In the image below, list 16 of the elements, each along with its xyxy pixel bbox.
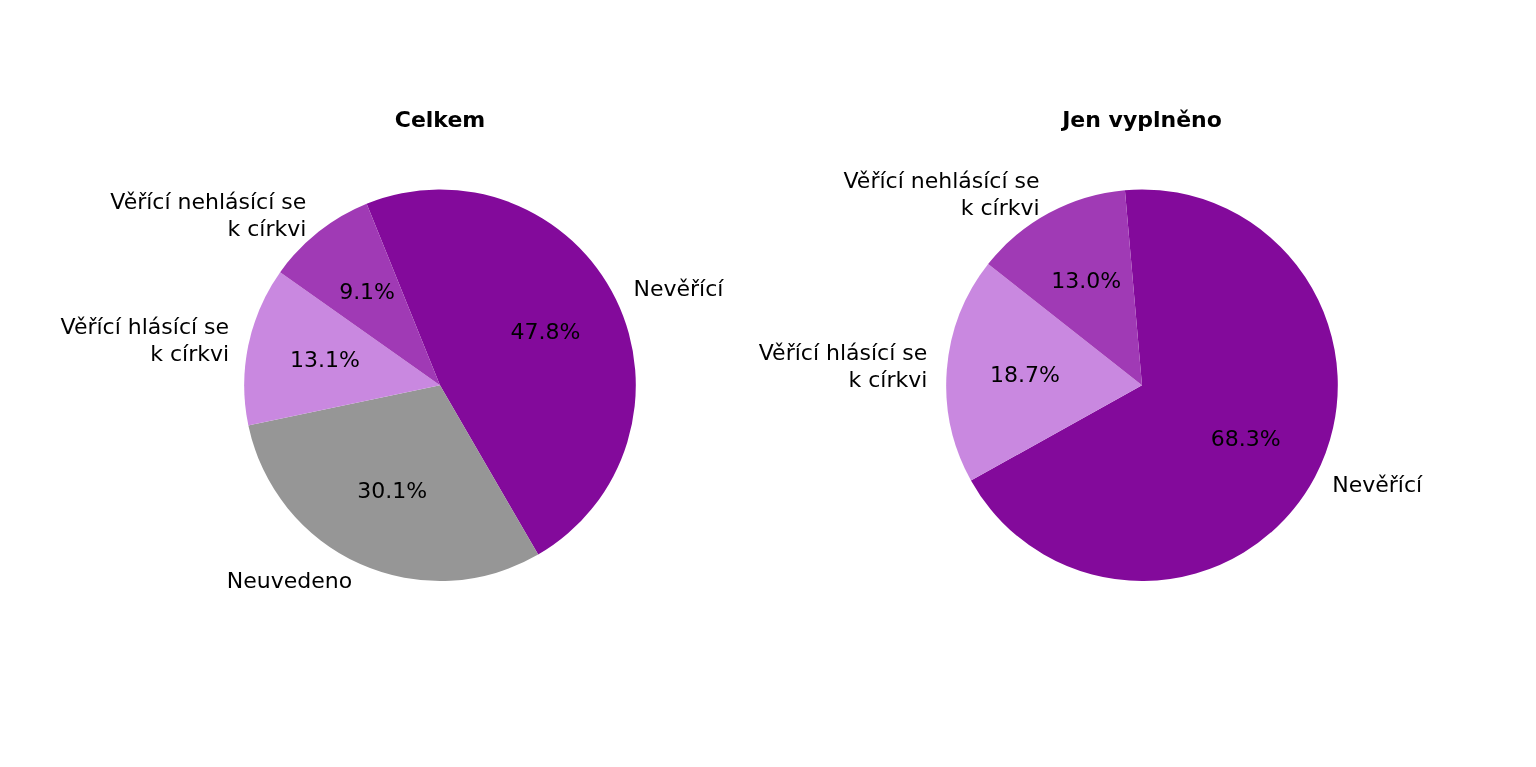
slice-label: Věřící nehlásící se k církvi	[110, 188, 307, 241]
data-label: 68.3%	[1210, 425, 1281, 451]
data-label: 18.7%	[989, 361, 1060, 387]
slice-label: Nevěřící	[633, 276, 725, 302]
slice-label: Věřící nehlásící se k církvi	[843, 167, 1040, 220]
slice-label: Neuvedeno	[226, 567, 353, 593]
chart-title: Jen vyplněno	[1060, 106, 1222, 132]
data-label: 9.1%	[339, 278, 396, 304]
data-label: 13.1%	[290, 347, 360, 373]
slice-label: Věřící hlásící se k církvi	[758, 340, 928, 393]
slice-label: Nevěřící	[1332, 471, 1424, 497]
slice-label: Věřící hlásící se k církvi	[60, 313, 230, 366]
data-label: 30.1%	[357, 478, 428, 504]
data-label: 13.0%	[1051, 267, 1122, 293]
chart-title: Celkem	[394, 106, 486, 132]
data-label: 47.8%	[510, 319, 581, 345]
